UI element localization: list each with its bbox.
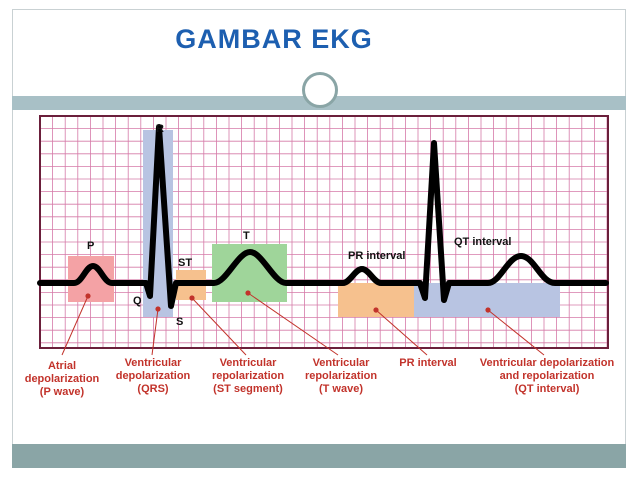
callout-dot [155, 306, 161, 312]
callout-ventricular-repolarization-t: Ventricular repolarization (T wave) [298, 357, 384, 396]
callout-line: depolarization [115, 370, 191, 382]
callout-line: depolarization [24, 373, 100, 385]
callout-leader-line [191, 297, 247, 356]
callout-line: (P wave) [39, 386, 85, 398]
callout-line: Ventricular depolarization [479, 357, 615, 369]
callout-ventricular-repolarization-st: Ventricular repolarization (ST segment) [205, 357, 291, 396]
label-s: S [176, 316, 184, 328]
label-p: P [87, 240, 95, 252]
callout-line: (QT interval) [514, 383, 580, 395]
label-t: T [243, 230, 250, 242]
callout-leader-line [151, 308, 159, 356]
left-border [12, 110, 13, 444]
label-qt-interval: QT interval [454, 236, 512, 248]
callout-line: (T wave) [318, 383, 363, 395]
ekg-trace [37, 124, 609, 309]
grid-border [39, 115, 609, 349]
label-r: R [156, 123, 164, 135]
callout-leader-line [375, 309, 428, 356]
callout-dot [245, 290, 251, 296]
callout-line: and repolarization [499, 370, 595, 382]
callout-dot [373, 307, 379, 313]
callout-ventricular-depolarization: Ventricular depolarization (QRS) [108, 357, 198, 396]
circle-ornament-icon [302, 72, 338, 108]
callout-dot [485, 307, 491, 313]
footer-band [12, 444, 626, 468]
right-border [625, 110, 626, 444]
callout-line: Ventricular [312, 357, 370, 369]
callout-line: repolarization [211, 370, 285, 382]
callout-leader-line [61, 295, 89, 356]
callout-atrial-depolarization: Atrial depolarization (P wave) [20, 360, 104, 399]
callout-qt-interval: Ventricular depolarization and repolariz… [472, 357, 622, 396]
label-pr-interval: PR interval [348, 250, 406, 262]
callout-dot [85, 293, 91, 299]
label-q: Q [133, 295, 142, 307]
callout-line: (ST segment) [213, 383, 283, 395]
callout-line: PR interval [399, 357, 457, 369]
callout-line: Ventricular [124, 357, 182, 369]
callout-dot [189, 295, 195, 301]
slide-title: GAMBAR EKG [175, 24, 373, 54]
callout-leader-line [247, 292, 339, 356]
callout-line: (QRS) [137, 383, 169, 395]
callout-leaders [61, 290, 545, 356]
callout-pr-interval: PR interval [392, 357, 464, 370]
callout-line: Atrial [47, 360, 77, 372]
callout-line: Ventricular [219, 357, 277, 369]
callout-line: repolarization [304, 370, 378, 382]
callout-leader-line [487, 309, 545, 356]
label-st: ST [178, 257, 193, 269]
